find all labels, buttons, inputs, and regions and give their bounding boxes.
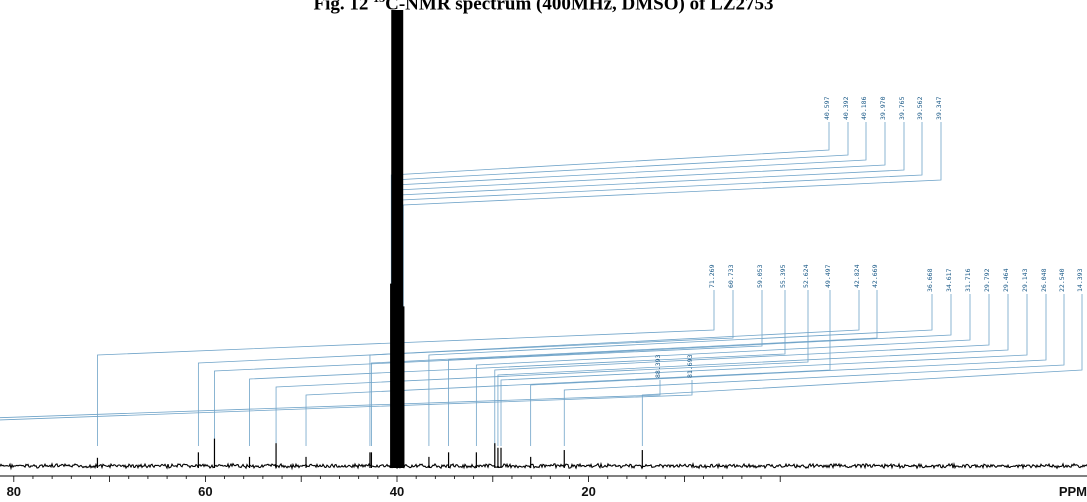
peak-leader-line	[305, 290, 831, 446]
peak-label: 40.597	[823, 96, 831, 120]
peak-label: 40.186	[860, 96, 868, 120]
peak-label: 55.395	[779, 264, 787, 288]
x-tick-label: 40	[390, 484, 404, 499]
peak-label: 49.497	[824, 264, 832, 288]
peak-leader-line	[563, 294, 1065, 446]
title-prefix: Fig. 12	[313, 0, 369, 15]
peak-label: 52.624	[802, 264, 810, 288]
peak-label: 36.668	[926, 268, 934, 292]
peak-label: 42.824	[853, 264, 861, 288]
peak-leader-line	[275, 290, 809, 446]
peak-leader-line	[497, 294, 1009, 446]
peak-label: 81.693	[686, 354, 694, 378]
peak-leader-line	[494, 294, 990, 446]
spectrum-trace	[0, 10, 1087, 471]
peak-label: 71.269	[708, 264, 716, 288]
peak-leader-line	[530, 294, 1047, 446]
peak-leader-line	[0, 380, 661, 419]
peak-label: 39.347	[935, 96, 943, 120]
title-isotope: 13	[373, 0, 385, 5]
peak-label: 59.053	[756, 264, 764, 288]
peak-label: 14.393	[1076, 268, 1084, 292]
peak-label: 42.669	[871, 264, 879, 288]
peak-label: 31.716	[964, 268, 972, 292]
peak-label: 26.048	[1040, 268, 1048, 292]
peak-label: 39.765	[898, 96, 906, 120]
peak-labels: 88.393 81.693 71.269 60.733 59.053 55.395 52.6…	[654, 96, 1084, 378]
peak-leader-line	[500, 294, 1028, 446]
peak-label: 39.970	[879, 96, 887, 120]
solvent-peak-envelope	[391, 10, 404, 466]
peak-leader-line	[214, 290, 763, 446]
peak-label: 29.143	[1021, 268, 1029, 292]
peak-label: 34.617	[945, 268, 953, 292]
peak-leader-line	[641, 294, 1083, 446]
figure-title: Fig. 12 13C-NMR spectrum (400MHz, DMSO) …	[0, 0, 1087, 15]
peak-label: 60.733	[727, 264, 735, 288]
peak-leader-line	[448, 294, 952, 446]
peak-leader-line	[249, 290, 786, 446]
peak-leader-line	[0, 380, 693, 421]
peak-label: 29.464	[1002, 268, 1010, 292]
x-axis-unit-label: PPM	[1059, 484, 1087, 499]
x-tick-label: 60	[198, 484, 212, 499]
ppm-axis: 200180160.14012010080604020PPM	[0, 475, 1087, 499]
peak-label: 22.540	[1058, 268, 1066, 292]
x-tick-label: 20	[581, 484, 595, 499]
x-tick-label: 80	[7, 484, 21, 499]
peak-leader-line	[475, 294, 971, 446]
peak-label: 29.792	[983, 268, 991, 292]
peak-label: 39.562	[916, 96, 924, 120]
peak-leader-line	[369, 290, 860, 446]
peak-leader-line	[97, 290, 715, 446]
baseline-noise	[0, 461, 1087, 471]
peak-label: 88.393	[654, 354, 662, 378]
peak-label: 40.392	[842, 96, 850, 120]
peak-leader-lines	[0, 122, 1083, 446]
peak-leader-line	[428, 294, 933, 446]
peak-leader-line	[371, 290, 878, 446]
title-text: C-NMR spectrum (400MHz, DMSO) of LZ2753	[385, 0, 774, 15]
